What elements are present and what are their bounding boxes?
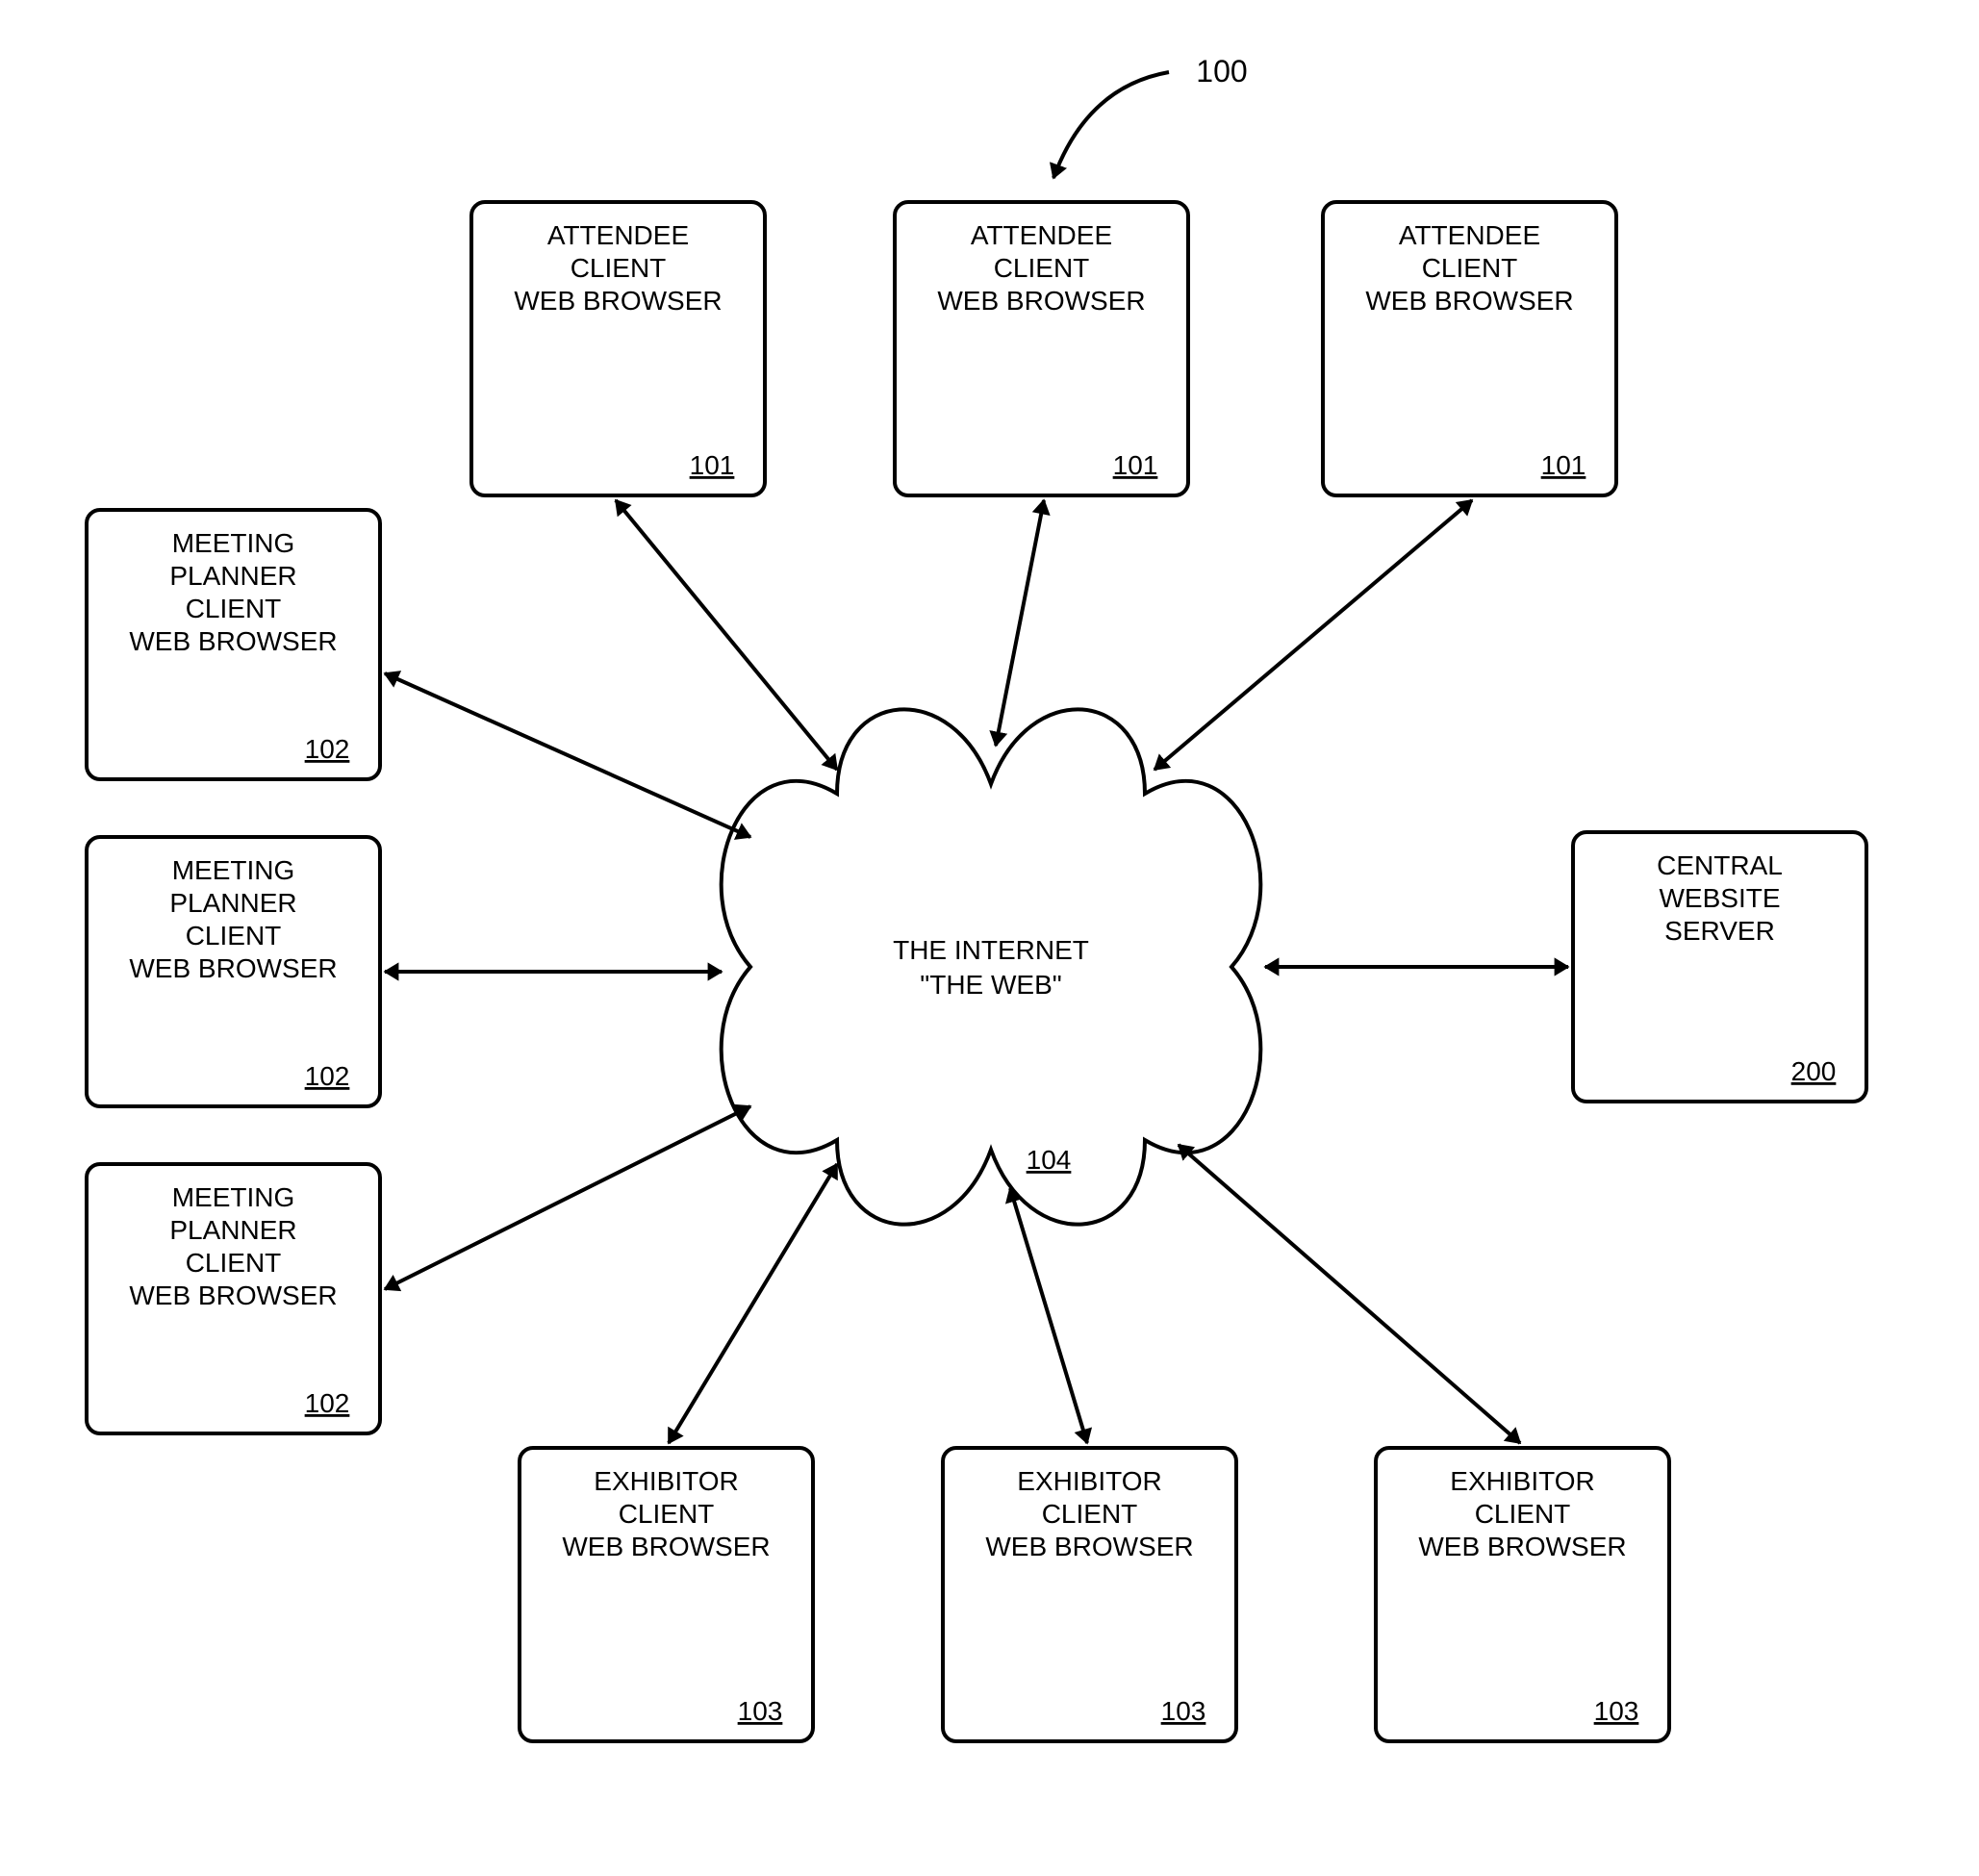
node-attendee_2: ATTENDEECLIENTWEB BROWSER 101 — [895, 202, 1188, 495]
node-ref: 103 — [1594, 1696, 1639, 1726]
node-label: PLANNER — [169, 888, 296, 918]
node-label: EXHIBITOR — [1450, 1466, 1594, 1496]
node-label: MEETING — [172, 855, 295, 885]
node-ref: 102 — [305, 1061, 350, 1091]
node-exhibitor_1: EXHIBITORCLIENT WEB BROWSER 103 — [520, 1448, 813, 1741]
node-label: MEETING — [172, 1182, 295, 1212]
node-server: CENTRALWEBSITESERVER 200 — [1573, 832, 1866, 1102]
cloud-line1: THE INTERNET — [893, 935, 1089, 965]
connection-arrow — [669, 1164, 837, 1443]
node-planner_2: MEETINGPLANNERCLIENTWEB BROWSER 102 — [87, 837, 380, 1106]
node-label: SERVER — [1664, 916, 1775, 946]
node-label: EXHIBITOR — [1017, 1466, 1161, 1496]
node-label: WEB BROWSER — [1365, 286, 1573, 316]
connection-arrow — [385, 673, 750, 837]
connection-arrow — [1179, 1145, 1520, 1443]
connection-arrow — [1010, 1188, 1087, 1443]
node-ref: 101 — [690, 450, 735, 480]
node-ref: 103 — [1161, 1696, 1206, 1726]
node-label: WEB BROWSER — [937, 286, 1145, 316]
node-attendee_3: ATTENDEECLIENTWEB BROWSER 101 — [1323, 202, 1616, 495]
node-label: CLIENT — [619, 1499, 715, 1529]
node-label: WEB BROWSER — [129, 626, 337, 656]
node-ref: 102 — [305, 734, 350, 764]
connection-arrow — [385, 1106, 750, 1289]
node-label: CLIENT — [186, 594, 282, 623]
cloud-ref: 104 — [1027, 1145, 1072, 1175]
node-label: ATTENDEE — [547, 220, 689, 250]
node-planner_3: MEETINGPLANNERCLIENTWEB BROWSER 102 — [87, 1164, 380, 1433]
node-label: CLIENT — [186, 1248, 282, 1278]
connection-arrow — [1154, 500, 1472, 770]
node-label: ATTENDEE — [971, 220, 1112, 250]
node-label: CLIENT — [994, 253, 1090, 283]
node-label: PLANNER — [169, 561, 296, 591]
node-label: CLIENT — [1042, 1499, 1138, 1529]
node-ref: 101 — [1541, 450, 1586, 480]
node-ref: 200 — [1791, 1056, 1837, 1086]
node-label: WEB BROWSER — [985, 1532, 1193, 1561]
node-label: CLIENT — [1422, 253, 1518, 283]
node-ref: 101 — [1113, 450, 1158, 480]
connection-arrow — [616, 500, 837, 770]
node-label: ATTENDEE — [1399, 220, 1540, 250]
node-label: CLIENT — [1475, 1499, 1571, 1529]
cloud-line2: "THE WEB" — [920, 970, 1061, 1000]
node-label: WEB BROWSER — [129, 1280, 337, 1310]
node-label: CLIENT — [571, 253, 667, 283]
node-label: MEETING — [172, 528, 295, 558]
connection-arrow — [996, 500, 1044, 746]
node-exhibitor_3: EXHIBITORCLIENT WEB BROWSER 103 — [1376, 1448, 1669, 1741]
node-exhibitor_2: EXHIBITORCLIENT WEB BROWSER 103 — [943, 1448, 1236, 1741]
node-label: CENTRAL — [1657, 850, 1783, 880]
node-label: WEB BROWSER — [514, 286, 722, 316]
node-label: CLIENT — [186, 921, 282, 951]
node-planner_1: MEETINGPLANNER CLIENT WEB BROWSER 102 — [87, 510, 380, 779]
figure-pointer — [1053, 72, 1169, 178]
node-label: WEB BROWSER — [129, 953, 337, 983]
node-ref: 102 — [305, 1388, 350, 1418]
node-label: PLANNER — [169, 1215, 296, 1245]
figure-number: 100 — [1196, 54, 1247, 89]
node-label: WEBSITE — [1659, 883, 1780, 913]
node-ref: 103 — [738, 1696, 783, 1726]
node-label: EXHIBITOR — [594, 1466, 738, 1496]
node-label: WEB BROWSER — [1418, 1532, 1626, 1561]
node-attendee_1: ATTENDEECLIENTWEB BROWSER 101 — [471, 202, 765, 495]
node-label: WEB BROWSER — [562, 1532, 770, 1561]
